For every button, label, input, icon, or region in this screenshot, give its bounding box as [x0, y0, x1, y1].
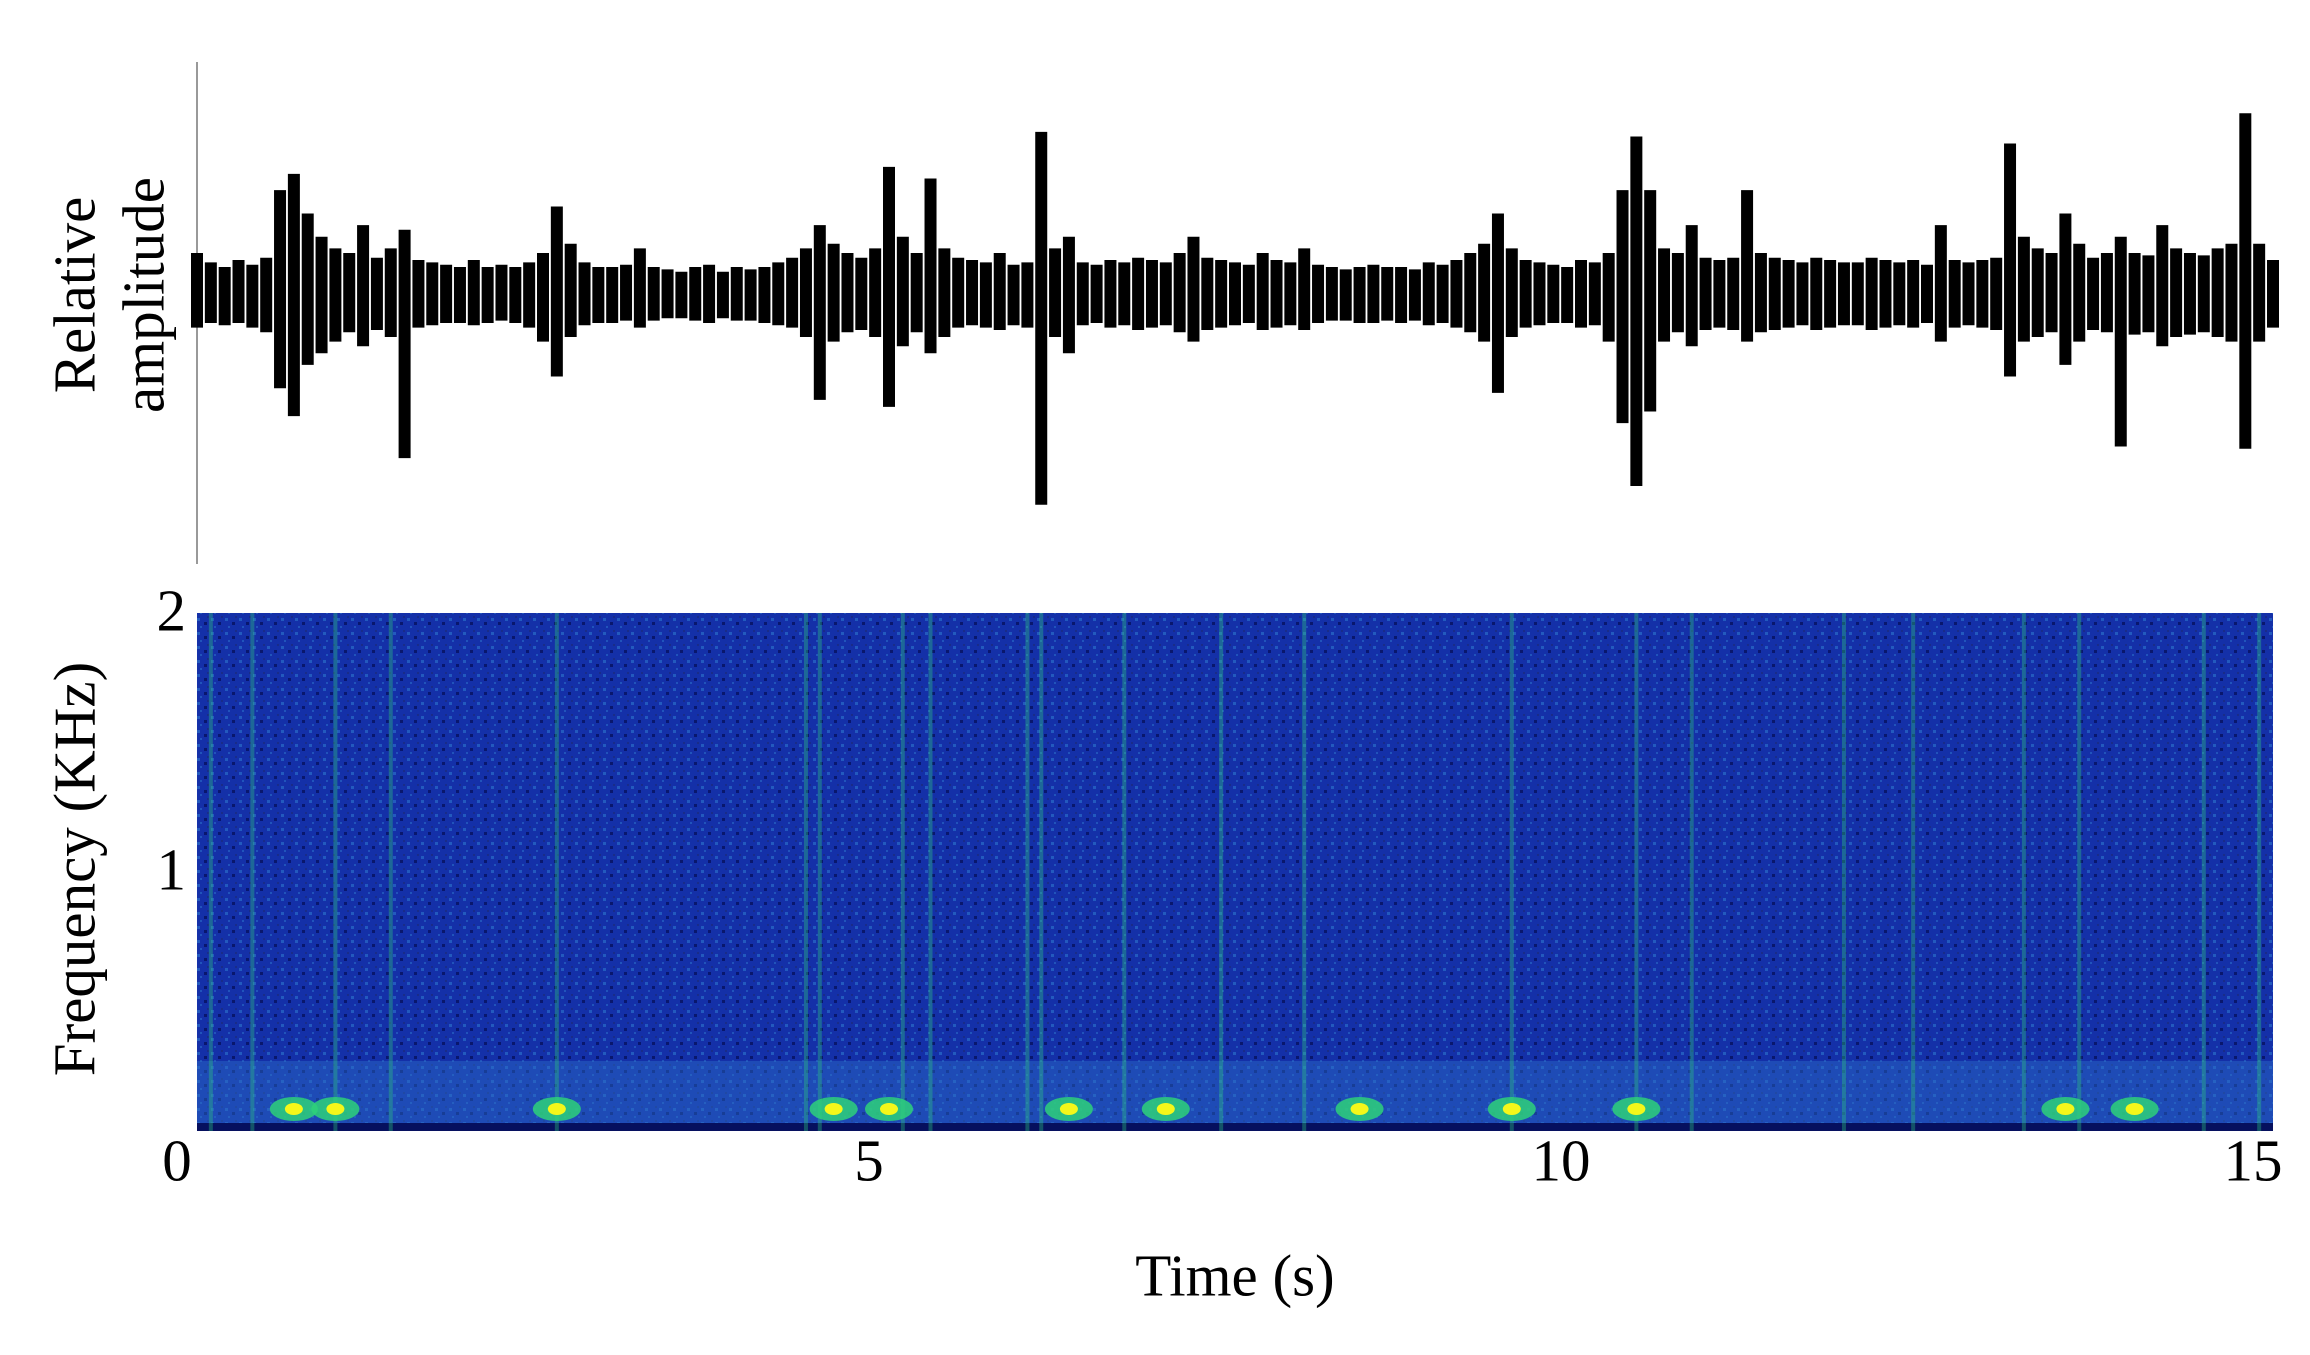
- spectrogram-streak: [1911, 613, 1916, 1131]
- spectrogram-streak: [2201, 613, 2206, 1131]
- y-tick-label: 2: [157, 578, 187, 644]
- spectrogram-texture: [197, 613, 2273, 1131]
- spectrogram-streak: [1039, 613, 1044, 1131]
- spectrogram-streak: [1509, 613, 1514, 1131]
- spectrogram-streak: [900, 613, 905, 1131]
- spectrogram-event-core: [2056, 1103, 2075, 1115]
- spectrogram-streak: [1302, 613, 1307, 1131]
- spectrogram-event-core: [326, 1103, 345, 1115]
- spectrogram-streak: [250, 613, 255, 1131]
- spectrogram-event-core: [1156, 1103, 1175, 1115]
- spectrogram-streak: [1634, 613, 1639, 1131]
- x-tick-label: 0: [162, 1128, 192, 1194]
- x-tick-label: 15: [2224, 1128, 2283, 1194]
- y-label: Frequency (KHz): [42, 662, 108, 1076]
- spectrogram-streak: [1025, 613, 1030, 1131]
- spectrogram-streak: [2257, 613, 2262, 1131]
- spectrogram-streak: [208, 613, 213, 1131]
- spectrogram-event-core: [547, 1103, 566, 1115]
- spectrogram-event-core: [824, 1103, 843, 1115]
- spectrogram-streak: [2021, 613, 2026, 1131]
- y-label: amplitude: [111, 177, 177, 413]
- spectrogram-event-core: [880, 1103, 898, 1115]
- spectrogram-streak: [333, 613, 338, 1131]
- y-tick-label: 1: [157, 837, 187, 903]
- spectrogram-streak: [1689, 613, 1694, 1131]
- y-label: Relative: [42, 197, 108, 394]
- spectrogram-event-core: [284, 1103, 303, 1115]
- spectrogram-streak: [1841, 613, 1846, 1131]
- spectrogram-floor: [197, 1123, 2273, 1131]
- x-tick-label: 10: [1532, 1128, 1591, 1194]
- spectrogram-streak: [554, 613, 559, 1131]
- spectrogram-event-core: [2125, 1103, 2144, 1115]
- spectrogram-streak: [817, 613, 822, 1131]
- spectrogram-event-core: [1350, 1103, 1369, 1115]
- x-tick-label: 5: [854, 1128, 884, 1194]
- spectrogram-streak: [1219, 613, 1224, 1131]
- spectrogram-streak: [1122, 613, 1127, 1131]
- spectrogram-event-core: [1627, 1103, 1646, 1115]
- x-label: Time (s): [1135, 1243, 1334, 1309]
- spectrogram-low-band: [197, 1061, 2273, 1131]
- spectrogram-streak: [928, 613, 933, 1131]
- spectrogram-event-core: [1059, 1103, 1078, 1115]
- spectrogram-event-core: [1502, 1103, 1521, 1115]
- spectrogram-streak: [388, 613, 393, 1131]
- spectrogram-streak: [803, 613, 808, 1131]
- spectrogram-streak: [2077, 613, 2082, 1131]
